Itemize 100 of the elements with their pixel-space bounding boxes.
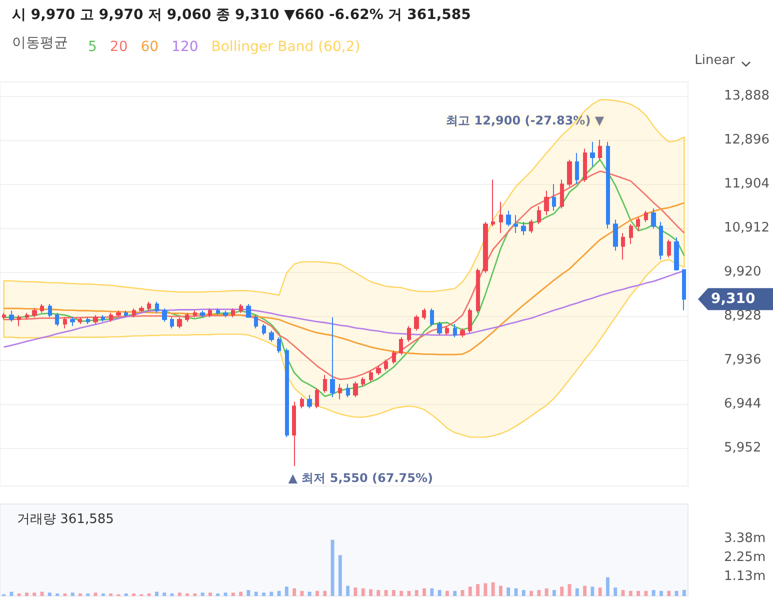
bar — [392, 590, 396, 596]
bar — [506, 587, 510, 596]
bar — [361, 588, 365, 596]
candlestick — [514, 214, 518, 234]
candlestick — [407, 326, 411, 342]
candlestick — [86, 316, 90, 324]
bar — [544, 588, 548, 596]
bar — [316, 590, 319, 596]
candlestick — [147, 301, 151, 312]
candlestick — [155, 301, 159, 314]
bar — [590, 586, 594, 596]
y-tick-label: 8,928 — [724, 308, 762, 324]
bar — [48, 592, 52, 596]
candlestick — [208, 308, 212, 318]
candlestick — [177, 316, 182, 329]
candlestick — [353, 381, 358, 398]
candlestick — [185, 312, 189, 322]
text: Bollinger Band (60,2) — [211, 39, 360, 55]
text: Linear — [694, 53, 736, 68]
bar — [262, 592, 266, 596]
legend-title: 이동평균 — [12, 35, 68, 51]
bar — [70, 592, 74, 596]
text: 9,310 — [711, 291, 756, 308]
bar — [292, 588, 296, 596]
bar — [583, 586, 587, 596]
candlestick — [162, 308, 167, 322]
bar — [162, 592, 166, 596]
candlestick — [629, 224, 633, 245]
bar — [284, 586, 288, 596]
y-tick-label: 11,904 — [724, 176, 770, 192]
candlestick — [239, 303, 243, 314]
bar — [147, 593, 151, 596]
y-tick-label: 6,944 — [724, 396, 762, 412]
text: 120 — [172, 39, 198, 55]
candlestick — [101, 314, 105, 322]
bar — [254, 592, 258, 596]
bar — [422, 588, 426, 596]
bar — [354, 587, 358, 596]
bar — [575, 588, 579, 596]
line-series — [3, 270, 685, 348]
candlestick — [307, 394, 312, 409]
text: 20 — [110, 39, 128, 55]
bar — [208, 592, 212, 596]
bar — [186, 593, 190, 596]
candlestick — [544, 190, 549, 216]
bar — [124, 593, 128, 596]
candlestick — [674, 236, 679, 272]
bar — [652, 590, 656, 596]
bar — [660, 590, 663, 596]
candlestick — [445, 326, 449, 336]
candlestick — [254, 314, 258, 329]
candlestick — [17, 314, 21, 327]
bar — [498, 586, 502, 596]
candlestick — [338, 383, 342, 400]
candlestick — [9, 310, 14, 322]
bar — [323, 590, 327, 596]
bar — [484, 583, 488, 596]
bar — [330, 540, 334, 596]
bar — [216, 593, 220, 596]
bar — [476, 584, 480, 596]
candlestick — [170, 316, 174, 329]
bar — [530, 590, 534, 596]
candlestick — [590, 141, 595, 167]
candlestick — [285, 348, 289, 438]
candlestick — [552, 184, 556, 212]
candlestick — [124, 310, 128, 318]
candlestick — [636, 216, 640, 232]
bar — [606, 577, 610, 596]
bar — [239, 592, 243, 596]
bar — [552, 590, 556, 596]
bar — [270, 592, 274, 596]
bar — [614, 587, 618, 596]
bar — [674, 590, 678, 596]
candlestick — [323, 374, 327, 394]
y-tick-label: 1.13m — [724, 569, 766, 584]
candlestick — [109, 312, 113, 322]
candlestick — [483, 221, 488, 274]
candlestick — [262, 323, 266, 336]
bar — [644, 590, 648, 596]
candlestick — [491, 179, 495, 227]
y-tick-label: 7,936 — [724, 352, 762, 368]
bar — [430, 588, 434, 596]
y-tick-label: 12,896 — [724, 132, 770, 148]
bar — [178, 592, 182, 596]
y-tick-label: 10,912 — [724, 220, 770, 236]
candlestick — [231, 308, 235, 318]
bar — [17, 593, 21, 596]
candlestick — [55, 312, 59, 327]
candlestick — [300, 396, 304, 409]
candlestick — [200, 310, 205, 318]
text: 60 — [140, 39, 159, 55]
bar — [246, 590, 250, 596]
candlestick — [598, 139, 602, 160]
candlestick — [78, 316, 82, 324]
candlestick — [414, 314, 419, 332]
candlestick — [32, 308, 37, 318]
candlestick — [48, 303, 52, 318]
candlestick — [70, 316, 75, 327]
candlestick — [453, 323, 457, 338]
y-tick-label: 2.25m — [724, 550, 766, 566]
